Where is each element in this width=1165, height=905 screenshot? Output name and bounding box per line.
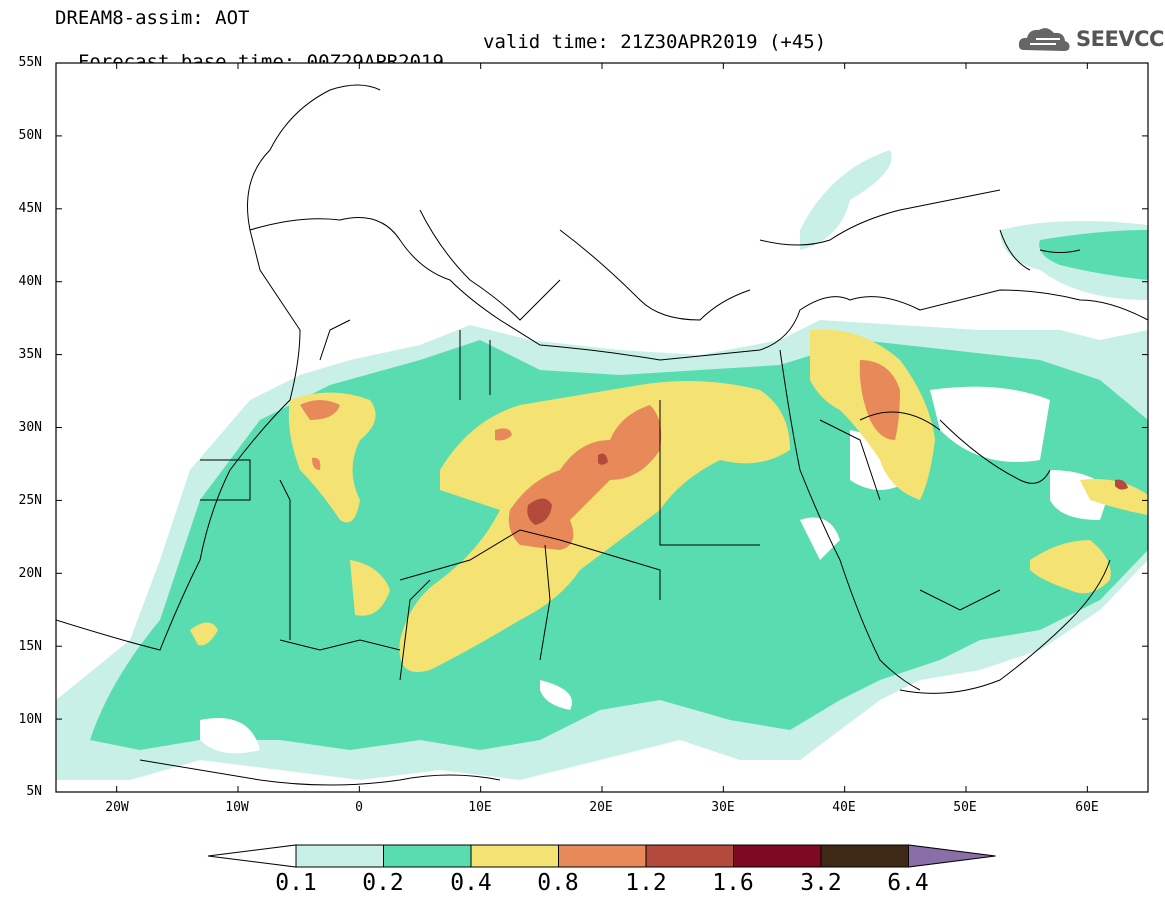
- lon-label: 50E: [953, 800, 977, 815]
- colorbar-label: 1.6: [712, 870, 754, 896]
- colorbar-label: 6.4: [887, 870, 929, 896]
- valid-time-text: valid time: 21Z30APR2019 (+45): [483, 31, 827, 53]
- colorbar-label: 0.2: [362, 870, 404, 896]
- lat-label: 55N: [18, 55, 42, 70]
- lon-label: 20W: [105, 800, 129, 815]
- lat-label: 40N: [18, 274, 42, 289]
- lon-label: 30E: [711, 800, 735, 815]
- lat-label: 10N: [18, 712, 42, 727]
- axis-ticks: [56, 63, 1148, 792]
- lat-label: 30N: [18, 420, 42, 435]
- aot-low-patches: [200, 386, 1110, 754]
- logo-text: SEEVCCC: [1076, 27, 1165, 51]
- lat-label: 5N: [26, 784, 42, 799]
- coastlines: [56, 84, 1148, 786]
- lat-label: 45N: [18, 201, 42, 216]
- lon-label: 10W: [225, 800, 249, 815]
- lat-label: 20N: [18, 566, 42, 581]
- chart-title: DREAM8-assim: AOT: [55, 7, 250, 29]
- colorbar-label: 0.1: [275, 870, 317, 896]
- lat-label: 25N: [18, 493, 42, 508]
- colorbar-label: 0.8: [537, 870, 579, 896]
- lon-label: 40E: [832, 800, 856, 815]
- lon-label: 20E: [589, 800, 613, 815]
- aot-contour-extreme: [527, 453, 1128, 525]
- lat-label: 35N: [18, 347, 42, 362]
- colorbar-label: 1.2: [625, 870, 667, 896]
- colorbar-label: 0.4: [450, 870, 492, 896]
- lon-label: 60E: [1075, 800, 1099, 815]
- lat-label: 15N: [18, 639, 42, 654]
- lon-label: 0: [355, 800, 363, 815]
- lat-label: 50N: [18, 128, 42, 143]
- lon-label: 10E: [468, 800, 492, 815]
- colorbar-label: 3.2: [800, 870, 842, 896]
- seevccc-logo: SEEVCCC: [1016, 22, 1165, 56]
- cloud-icon: [1018, 28, 1070, 51]
